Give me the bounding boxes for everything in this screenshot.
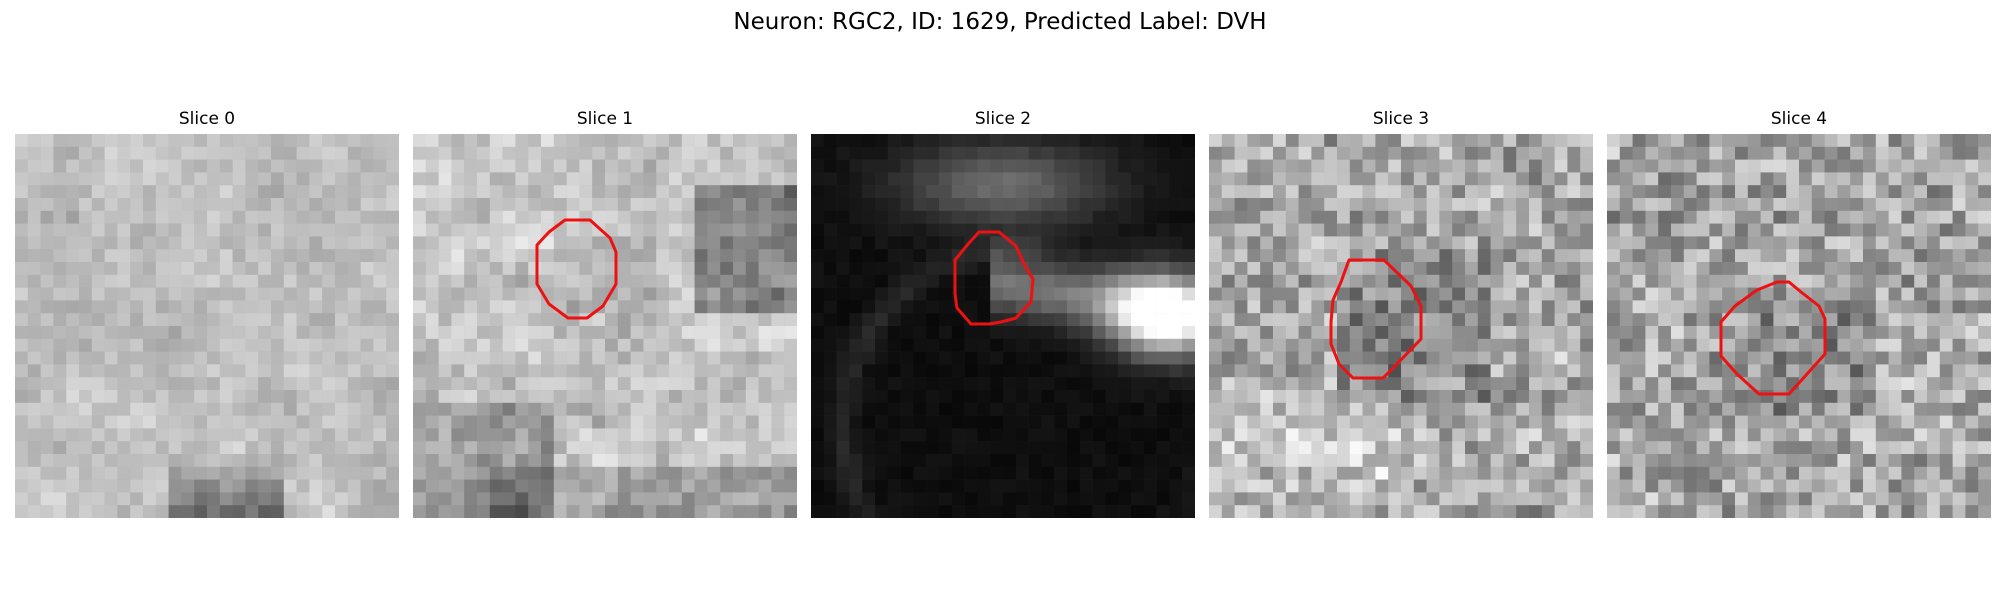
slice-image-3: [1209, 134, 1593, 518]
roi-outline-1: [535, 218, 618, 320]
slice-image-0: [15, 134, 399, 518]
slice-title-1: Slice 1: [576, 109, 634, 129]
figure-title: Neuron: RGC2, ID: 1629, Predicted Label:…: [733, 9, 1267, 35]
roi-outline-2: [953, 230, 1035, 326]
slice-panel-1: Slice 1: [413, 108, 797, 518]
slice-panel-3: Slice 3: [1209, 108, 1593, 518]
slice-panel-4: Slice 4: [1607, 108, 1991, 518]
slice-title-2: Slice 2: [974, 109, 1032, 129]
roi-outline-4: [1719, 280, 1827, 396]
slice-image-2: [811, 134, 1195, 518]
slice-title-3: Slice 3: [1372, 109, 1430, 129]
slice-panel-0: Slice 0: [15, 108, 399, 518]
slice-image-1: [413, 134, 797, 518]
slice-panel-2: Slice 2: [811, 108, 1195, 518]
roi-outline-3: [1329, 258, 1423, 380]
slice-image-4: [1607, 134, 1991, 518]
slice-title-4: Slice 4: [1770, 109, 1828, 129]
slice-title-0: Slice 0: [178, 109, 236, 129]
